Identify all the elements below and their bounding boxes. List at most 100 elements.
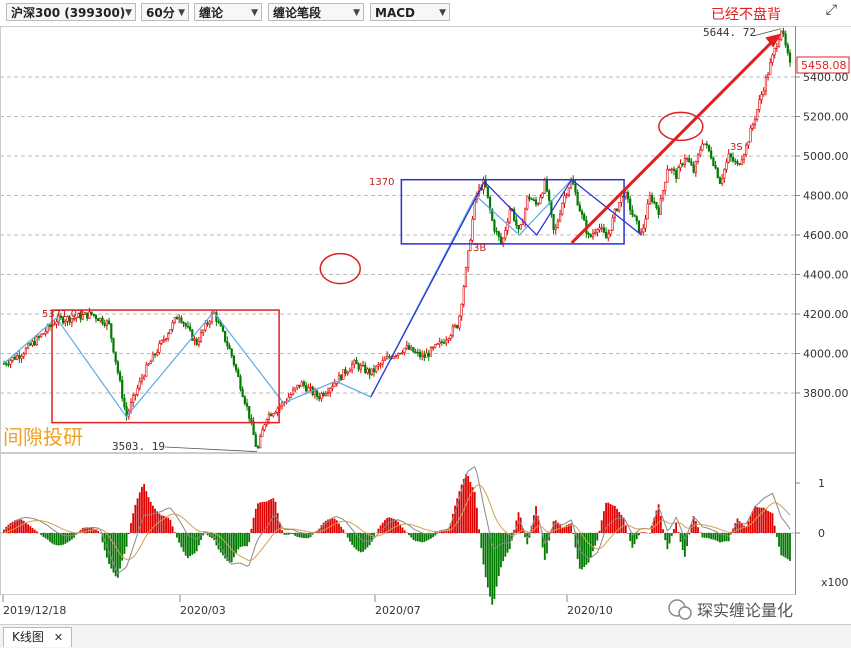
macd-bar [32,528,34,533]
candle-body [649,195,651,204]
macd-bar [187,533,189,558]
candle-body [465,268,467,287]
macd-bar [95,530,97,533]
macd-bar [21,519,23,533]
candle-body [14,357,16,359]
candle-body [443,342,445,343]
x-tick-label: 2020/10 [567,604,613,617]
candle-body [108,321,110,324]
candle-body [763,91,765,95]
candle-body [498,232,500,237]
macd-bar [415,533,417,541]
candle-body [386,356,388,359]
candle-body [36,337,38,345]
candle-body [301,382,303,386]
candle-body [43,334,45,335]
candle-body [435,345,437,348]
candle-body [448,339,450,340]
macd-bar [559,525,561,533]
macd-bar [283,533,285,535]
candle-body [308,387,310,391]
candle-body [625,192,627,196]
candle-body [439,342,441,344]
macd-bar [695,521,697,533]
candle-body [610,230,612,234]
candle-body [413,347,415,352]
candle-body [662,191,664,199]
macd-bar [194,533,196,554]
candle-body [739,164,741,165]
candle-body [767,74,769,77]
macd-bar [708,533,710,538]
candle-body [371,369,373,375]
candle-body [174,317,176,322]
macd-bar [185,533,187,556]
macd-bar [765,509,767,533]
candle-body [45,332,47,334]
macd-bar [627,533,629,534]
candle-body [533,200,535,201]
candle-body [345,370,347,374]
macd-bar [767,511,769,533]
watermark-left: 间隙投研 [3,425,83,449]
candle-body [785,34,787,45]
candle-body [721,178,723,183]
macd-bar [476,508,478,533]
candle-body [38,337,40,338]
candle-body [270,414,272,416]
candle-body [553,214,555,229]
candle-body [351,364,353,370]
candle-body [395,356,397,357]
macd-bar [137,498,139,533]
macd-bar [631,533,633,548]
candle-body [297,385,299,388]
candle-body [360,366,362,370]
candle-body [27,344,29,348]
pivot-box-red [52,310,279,423]
candle-body [323,393,325,395]
macd-bar [710,533,712,539]
candle-body [699,150,701,155]
macd-bar [130,523,132,533]
macd-bar [156,511,158,533]
candle-body [529,197,531,199]
candle-body [597,230,599,233]
macd-bar [596,533,598,541]
macd-bar [728,533,730,541]
candle-body [778,40,780,47]
macd-bar [338,524,340,533]
candle-body [544,180,546,193]
candle-body [334,383,336,386]
candle-body [318,397,320,399]
candle-body [697,155,699,162]
candle-body [56,322,58,324]
candle-body [248,406,250,418]
macd-bar [669,533,671,543]
macd-bar [257,503,259,533]
candle-body [329,388,331,392]
macd-bar [610,504,612,533]
candle-body [776,47,778,48]
candle-body [12,357,14,360]
macd-bar [502,533,504,561]
candle-body [581,211,583,214]
macd-bar [237,533,239,549]
candle-body [340,375,342,379]
candle-body [724,169,726,178]
divergence-circle [320,254,360,284]
candle-body [294,388,296,390]
tab-kline[interactable]: K线图✕ [3,627,72,647]
candle-body [651,195,653,201]
macd-bar [134,505,136,533]
macd-bar [391,518,393,533]
candle-body [680,164,682,168]
candle-body [117,362,119,373]
candle-body [728,154,730,162]
close-icon[interactable]: ✕ [54,631,63,644]
macd-bar [248,533,250,542]
macd-bar [463,479,465,533]
macd-bar [71,533,73,539]
candle-body [246,403,248,406]
macd-bar [485,533,487,577]
candle-body [91,312,93,314]
